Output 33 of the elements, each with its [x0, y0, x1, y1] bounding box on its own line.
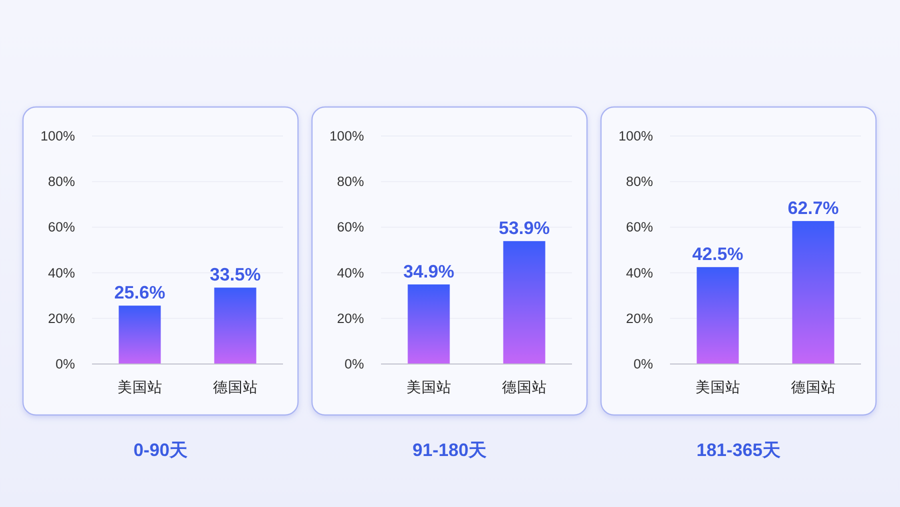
y-tick-label: 20% — [626, 310, 653, 326]
data-label: 62.7% — [788, 198, 839, 218]
y-tick-label: 0% — [344, 356, 364, 372]
x-tick-label: 德国站 — [212, 379, 258, 396]
y-tick-label: 100% — [618, 128, 653, 144]
x-tick-label: 美国站 — [117, 379, 162, 396]
x-tick-label: 美国站 — [406, 379, 452, 396]
data-label: 53.9% — [498, 218, 550, 238]
y-tick-label: 0% — [55, 356, 75, 372]
x-tick-label: 德国站 — [790, 379, 836, 396]
y-tick-label: 100% — [329, 128, 364, 144]
y-tick-label: 80% — [336, 174, 364, 190]
text: 0-90天 — [133, 440, 188, 460]
y-tick-label: 20% — [336, 310, 364, 326]
data-label: 42.5% — [692, 244, 744, 264]
data-label: 34.9% — [403, 261, 454, 282]
y-tick-label: 40% — [48, 265, 75, 280]
data-label: 25.6% — [114, 282, 166, 303]
y-tick-label: 100% — [40, 128, 75, 144]
y-tick-label: 40% — [336, 265, 364, 280]
y-tick-label: 60% — [336, 220, 364, 235]
text: 91-180天 — [412, 440, 487, 460]
data-label: 33.5% — [210, 264, 261, 285]
y-tick-label: 60% — [48, 220, 75, 235]
text: 181-365天 — [696, 440, 781, 460]
x-tick-label: 德国站 — [502, 379, 547, 396]
y-tick-label: 40% — [626, 265, 653, 280]
y-tick-label: 0% — [633, 356, 653, 372]
y-tick-label: 20% — [48, 310, 75, 326]
y-tick-label: 60% — [626, 220, 653, 235]
y-tick-label: 80% — [48, 174, 75, 190]
y-tick-label: 80% — [626, 174, 653, 190]
x-tick-label: 美国站 — [695, 379, 740, 396]
